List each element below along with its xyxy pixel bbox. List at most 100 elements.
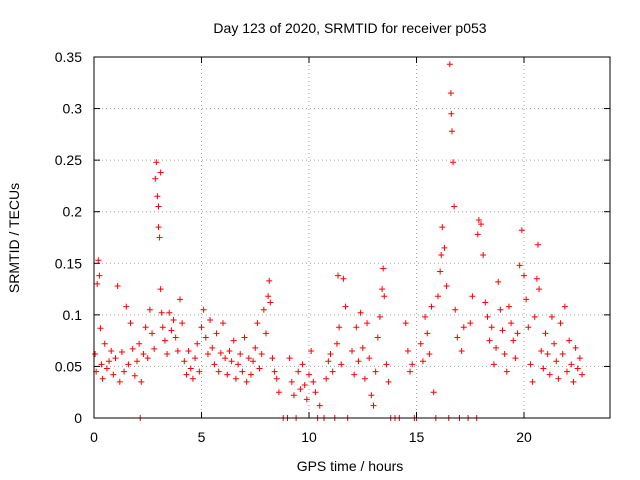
data-point (168, 327, 175, 334)
data-point (521, 272, 527, 279)
data-point (361, 375, 368, 382)
data-point (152, 175, 159, 182)
data-points (92, 61, 586, 421)
data-point (110, 371, 117, 378)
data-point (370, 402, 377, 409)
grid-lines (94, 57, 610, 418)
data-point (458, 347, 465, 354)
data-point (497, 306, 504, 313)
data-point (228, 358, 235, 365)
data-point (486, 337, 493, 344)
data-point (189, 375, 196, 382)
data-point (154, 193, 161, 200)
axis-ticks (93, 56, 610, 419)
data-point (533, 275, 540, 282)
y-tick-label: 0.35 (55, 49, 82, 65)
data-point (574, 365, 581, 372)
data-point (349, 347, 355, 354)
data-point (379, 286, 386, 293)
data-point (316, 402, 323, 409)
data-point (452, 306, 459, 313)
data-point (518, 227, 525, 234)
data-point (340, 275, 347, 282)
x-tick-label: 20 (516, 429, 532, 445)
data-point (534, 241, 541, 248)
data-point (551, 340, 558, 347)
data-point (488, 324, 495, 331)
data-point (99, 375, 106, 382)
data-point (419, 358, 426, 365)
data-point (265, 293, 272, 300)
data-point (96, 272, 103, 279)
data-point (544, 351, 551, 358)
data-point (127, 320, 134, 327)
data-point (101, 340, 108, 347)
data-point (525, 324, 532, 331)
data-point (561, 303, 568, 310)
data-point (553, 358, 560, 365)
data-point (142, 324, 149, 331)
data-point (243, 378, 250, 385)
data-point (235, 361, 242, 368)
data-point (112, 355, 119, 362)
data-point (546, 371, 553, 378)
data-point (260, 306, 267, 313)
data-point (438, 252, 445, 259)
data-point (155, 203, 162, 210)
data-point (501, 351, 508, 358)
data-point (510, 337, 517, 344)
y-tick-label: 0.25 (55, 152, 82, 168)
data-point (579, 371, 586, 378)
data-point (336, 324, 343, 331)
data-point (217, 350, 224, 357)
data-point (185, 347, 192, 354)
data-point (447, 90, 454, 97)
data-point (441, 244, 448, 251)
data-point (448, 128, 455, 135)
data-point (482, 299, 489, 306)
x-tick-label: 15 (409, 429, 425, 445)
data-point (508, 320, 515, 327)
data-point (153, 159, 160, 166)
data-point (106, 358, 113, 365)
data-point (450, 159, 457, 166)
data-point (484, 313, 491, 320)
data-point (338, 361, 345, 368)
data-point (129, 345, 136, 352)
data-point (308, 347, 315, 354)
data-point (151, 345, 158, 352)
data-point (380, 265, 387, 272)
data-point (372, 368, 379, 375)
data-point (474, 231, 481, 238)
data-point (505, 303, 512, 310)
data-point (555, 375, 562, 382)
data-point (480, 252, 487, 259)
data-point (359, 344, 366, 351)
data-point (490, 361, 497, 368)
data-point (254, 320, 261, 327)
data-point (267, 299, 274, 306)
x-tick-label: 0 (90, 429, 98, 445)
data-point (540, 365, 547, 372)
data-point (564, 368, 570, 375)
y-tick-label: 0.2 (63, 204, 83, 220)
data-point (335, 272, 342, 279)
data-point (381, 293, 388, 300)
data-point (237, 351, 244, 358)
data-point (443, 282, 450, 289)
data-point (407, 368, 414, 375)
data-point (312, 389, 319, 396)
data-point (157, 169, 164, 176)
data-point (250, 358, 257, 365)
data-point (364, 320, 371, 327)
data-point (183, 371, 190, 378)
data-point (499, 327, 506, 334)
data-point (215, 368, 222, 375)
data-point (207, 317, 214, 324)
data-point (138, 378, 145, 385)
data-point (222, 355, 229, 362)
data-point (451, 203, 458, 210)
data-point (576, 355, 583, 362)
y-tick-label: 0 (74, 410, 82, 426)
